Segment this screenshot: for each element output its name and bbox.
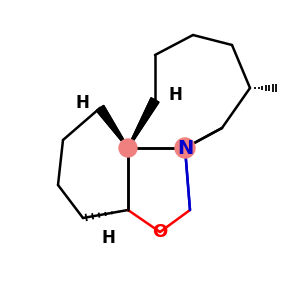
Polygon shape <box>96 105 128 148</box>
Text: H: H <box>75 94 89 112</box>
Circle shape <box>175 138 195 158</box>
Text: H: H <box>101 229 115 247</box>
Text: N: N <box>177 139 193 158</box>
Polygon shape <box>128 98 159 148</box>
Text: O: O <box>152 223 168 241</box>
Polygon shape <box>128 98 159 148</box>
Text: H: H <box>168 86 182 104</box>
Circle shape <box>119 139 137 157</box>
Polygon shape <box>96 105 128 148</box>
